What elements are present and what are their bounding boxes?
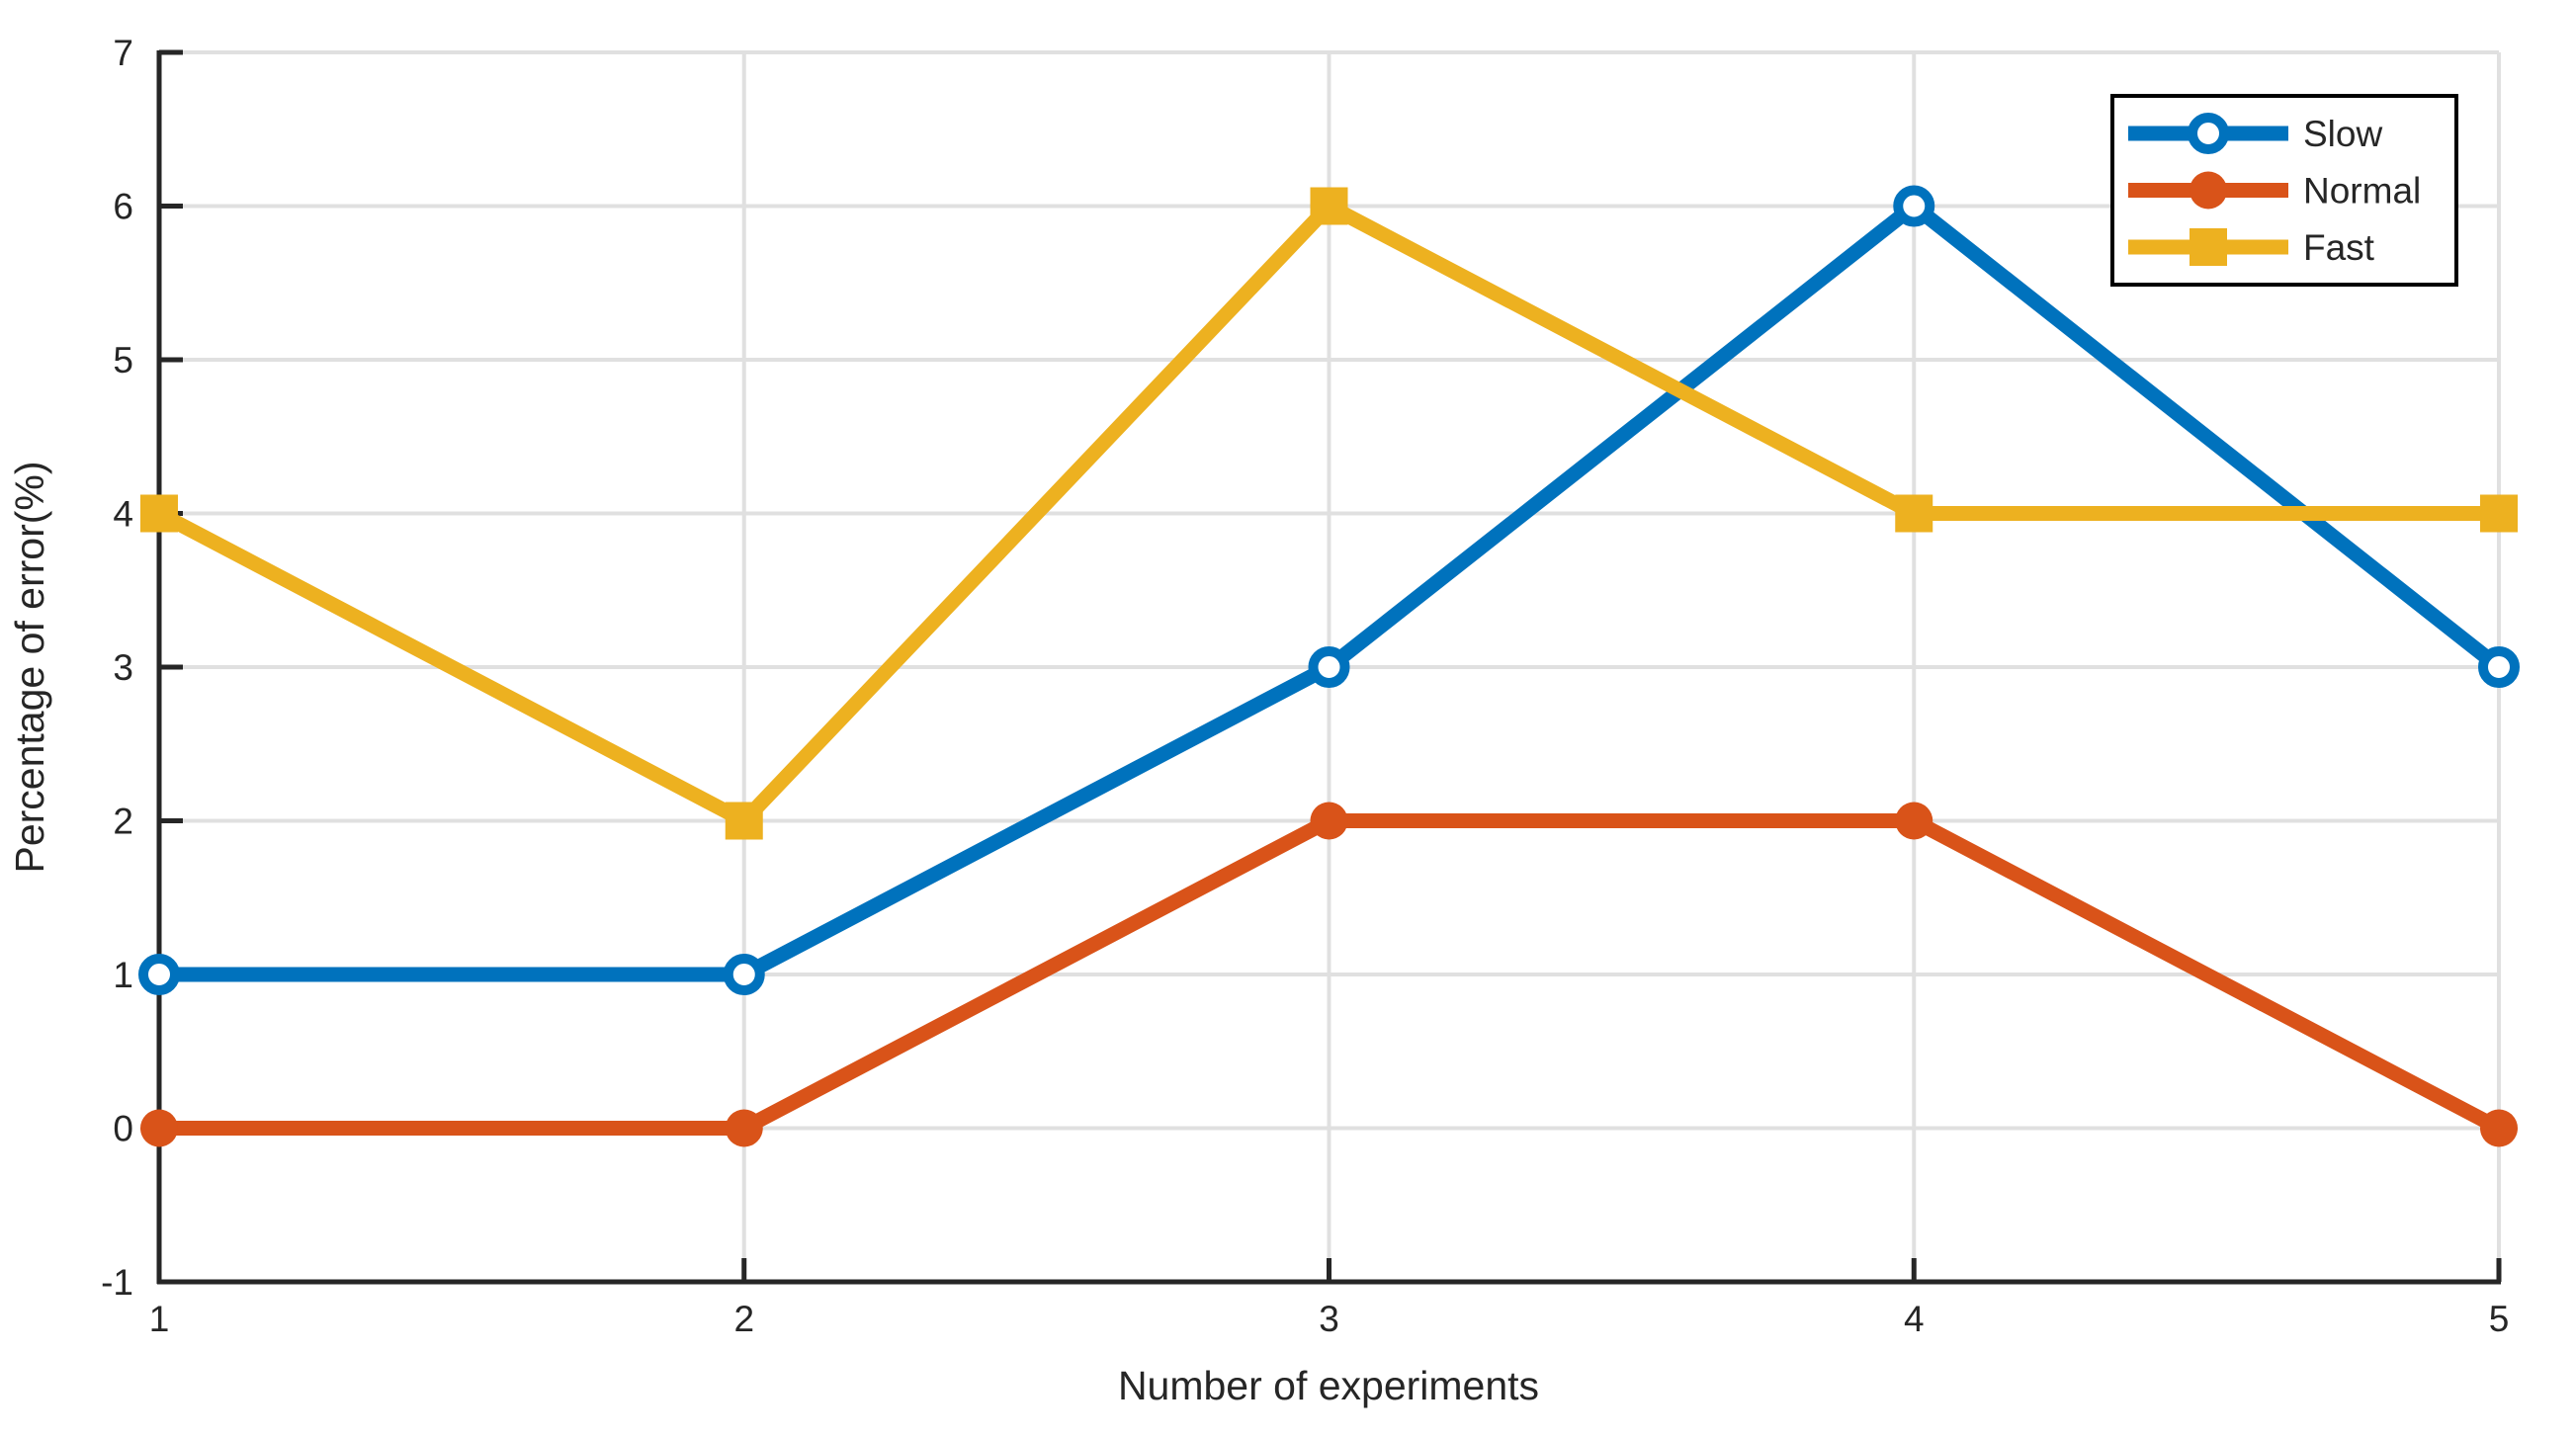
x-tick-label: 2 <box>733 1299 754 1339</box>
marker-fast <box>2480 494 2518 533</box>
marker-normal <box>1310 802 1348 840</box>
axis-layer: -1 0 1 2 3 4 5 6 7 1 2 3 4 5 <box>101 33 2509 1339</box>
legend-item-fast: Fast <box>2128 227 2375 268</box>
legend-label: Slow <box>2303 114 2382 154</box>
marker-layer <box>138 185 2520 1147</box>
legend-item-slow: Slow <box>2128 113 2382 154</box>
y-tick-label: -1 <box>101 1262 133 1303</box>
marker-fast <box>2190 228 2227 266</box>
y-tick-label: 5 <box>113 340 133 381</box>
marker-fast <box>725 802 763 840</box>
marker-normal <box>140 1109 178 1147</box>
marker-normal <box>725 1109 763 1147</box>
legend-label: Fast <box>2303 227 2375 268</box>
x-tick-label: 1 <box>149 1299 170 1339</box>
y-tick-label: 7 <box>113 33 133 73</box>
y-tick-label: 0 <box>113 1109 133 1149</box>
x-tick-label: 4 <box>1904 1299 1925 1339</box>
marker-normal <box>2190 171 2227 210</box>
marker-fast <box>1895 494 1933 533</box>
x-tick-label: 3 <box>1319 1299 1339 1339</box>
legend-item-normal: Normal <box>2128 171 2421 211</box>
y-tick-label: 3 <box>113 647 133 688</box>
marker-slow <box>2478 646 2520 688</box>
y-axis-label: Percentage of error(%) <box>7 461 52 873</box>
y-tick-label: 2 <box>113 802 133 842</box>
marker-slow <box>1308 646 1350 688</box>
marker-normal <box>2480 1109 2518 1147</box>
marker-fast <box>1310 187 1348 225</box>
marker-normal <box>1895 802 1933 840</box>
marker-slow <box>723 954 765 995</box>
legend-label: Normal <box>2303 171 2421 211</box>
marker-fast <box>140 494 178 533</box>
y-tick-label: 6 <box>113 187 133 227</box>
marker-slow <box>138 954 180 995</box>
x-axis-label: Number of experiments <box>1118 1363 1539 1408</box>
y-tick-label: 4 <box>113 494 133 535</box>
y-tick-label: 1 <box>113 955 133 995</box>
label-layer: Number of experiments Percentage of erro… <box>7 461 1539 1408</box>
marker-slow <box>1893 185 1935 227</box>
x-tick-label: 5 <box>2489 1299 2510 1339</box>
marker-slow <box>2188 113 2229 154</box>
legend: Slow Normal Fast <box>2110 94 2458 287</box>
